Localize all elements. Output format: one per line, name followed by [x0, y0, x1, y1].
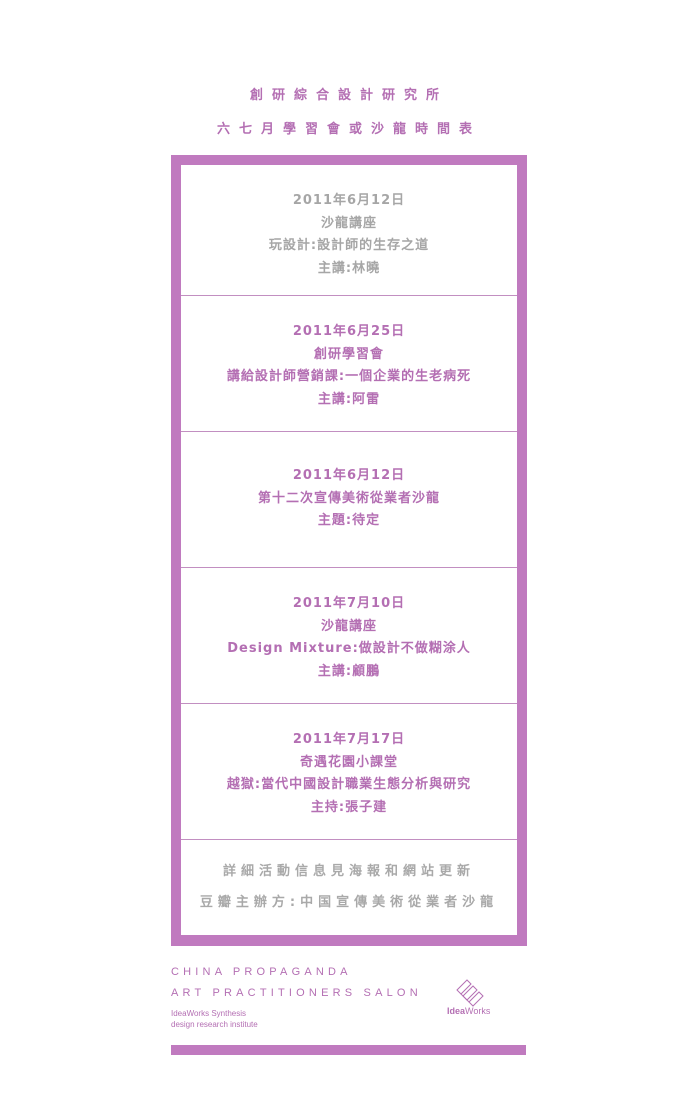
logo-text-bold: Idea: [447, 1006, 466, 1016]
event-type: 沙龍講座: [320, 215, 377, 231]
event-date: 2011年6月12日: [292, 193, 406, 208]
notes-update-info: 詳細活動信息見海報和網站更新: [222, 864, 475, 879]
event-topic: 第十二次宣傳美術從業者沙龍: [257, 490, 440, 506]
event-date: 2011年6月25日: [292, 324, 406, 339]
english-title-line1: CHINA PROPAGANDA: [171, 966, 352, 978]
event-type: 沙龍講座: [320, 618, 377, 634]
notes-organizer: 豆瓣主辦方:中国宣傳美術從業者沙龍: [199, 895, 499, 910]
event-speaker: 主持:張子建: [310, 799, 388, 815]
ideaworks-logo-icon: [456, 979, 484, 1007]
ideaworks-logo-text: IdeaWorks: [447, 1006, 490, 1016]
event-type: 創研學習會: [313, 346, 384, 362]
schedule-title: 六七月學習會或沙龍時間表: [216, 122, 481, 137]
event-item-3: 2011年6月12日 第十二次宣傳美術從業者沙龍 主題:待定: [181, 432, 517, 568]
english-title-line2: ART PRACTITIONERS SALON: [171, 987, 422, 999]
logo-text-light: Works: [465, 1006, 491, 1016]
event-speaker: 主講:顧鵬: [317, 663, 381, 679]
schedule-frame: 2011年6月12日 沙龍講座 玩設計:設計師的生存之道 主講:林曉 2011年…: [171, 155, 527, 946]
bottom-bar: [171, 1045, 526, 1055]
org-subtitle: design research institute: [171, 1020, 258, 1029]
event-date: 2011年6月12日: [292, 468, 406, 483]
notes-section: 詳細活動信息見海報和網站更新 豆瓣主辦方:中国宣傳美術從業者沙龍: [181, 840, 517, 935]
event-item-4: 2011年7月10日 沙龍講座 Design Mixture:做設計不做糊涂人 …: [181, 568, 517, 704]
event-speaker: 主題:待定: [317, 513, 381, 528]
event-date: 2011年7月17日: [292, 732, 406, 747]
institute-title: 創研綜合設計研究所: [249, 88, 448, 103]
event-topic: 講給設計師營銷課:一個企業的生老病死: [226, 369, 472, 384]
event-item-5: 2011年7月17日 奇遇花園小課堂 越獄:當代中國設計職業生態分析與研究 主持…: [181, 704, 517, 840]
org-name: IdeaWorks Synthesis: [171, 1009, 246, 1018]
event-item-2: 2011年6月25日 創研學習會 講給設計師營銷課:一個企業的生老病死 主講:阿…: [181, 296, 517, 432]
event-topic: 越獄:當代中國設計職業生態分析與研究: [226, 777, 472, 792]
event-item-1: 2011年6月12日 沙龍講座 玩設計:設計師的生存之道 主講:林曉: [181, 165, 517, 296]
event-topic: 玩設計:設計師的生存之道: [268, 238, 430, 253]
event-topic: Design Mixture:做設計不做糊涂人: [227, 641, 471, 656]
event-date: 2011年7月10日: [292, 596, 406, 611]
event-type: 奇遇花園小課堂: [299, 754, 398, 770]
event-speaker: 主講:林曉: [317, 260, 381, 276]
event-speaker: 主講:阿雷: [317, 391, 381, 407]
